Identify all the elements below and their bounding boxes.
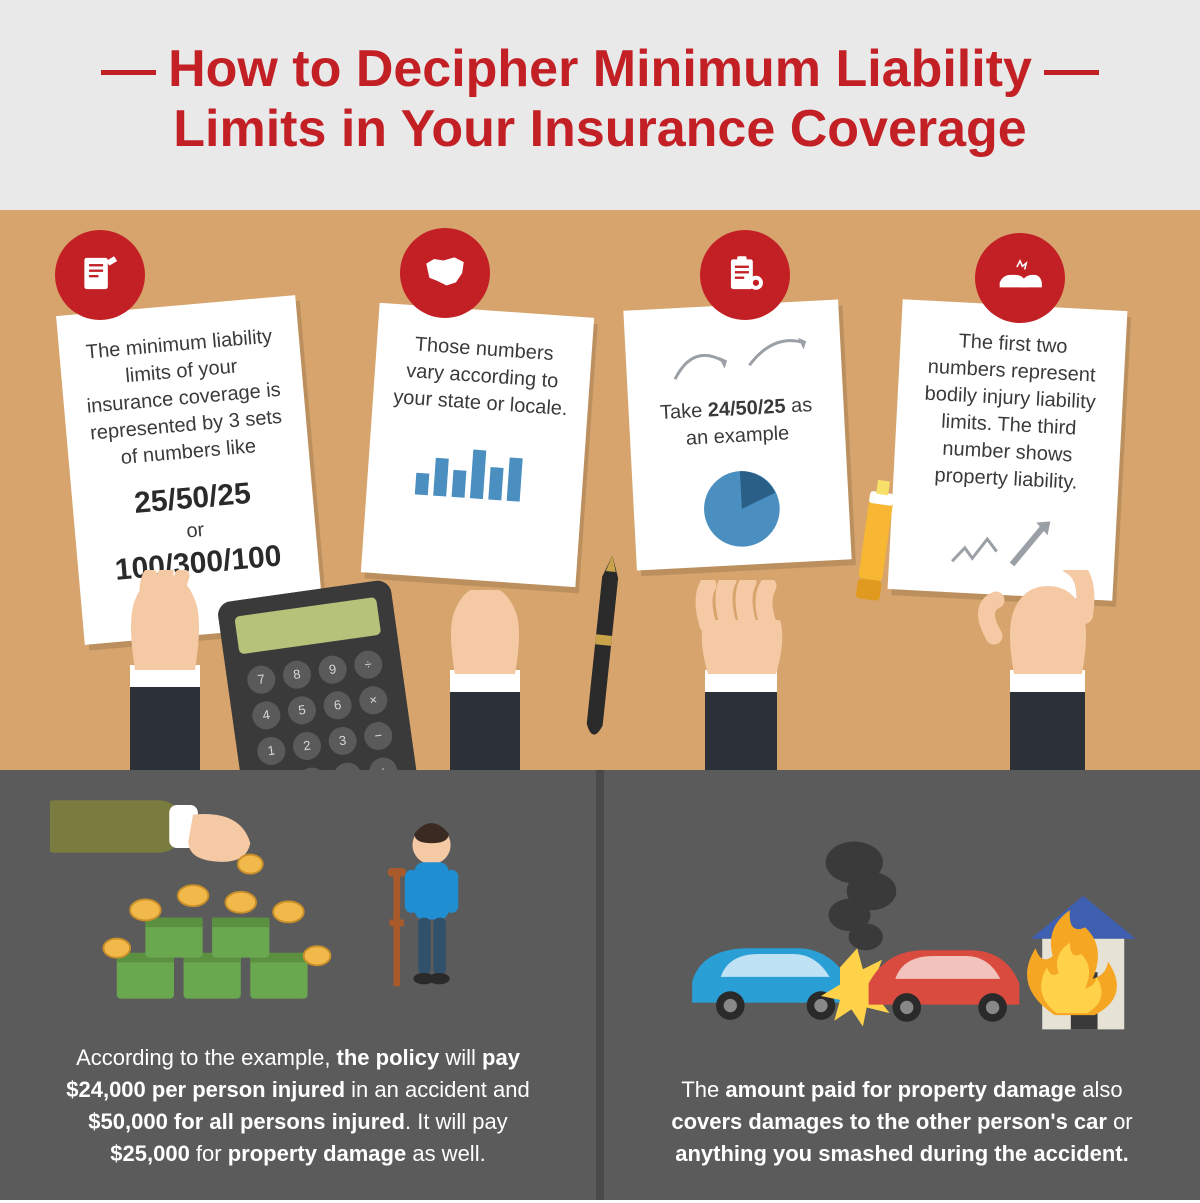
bottom-right: The amount paid for property damage also… [604, 770, 1200, 1200]
bl-b1: the policy [337, 1045, 440, 1070]
arrows-icon [652, 327, 815, 395]
desk-area: The minimum liability limits of your ins… [0, 210, 1200, 770]
hand-1-icon [90, 570, 240, 770]
usa-map-icon [400, 228, 490, 318]
document-pen-icon [55, 230, 145, 320]
title-line1: How to Decipher Minimum Liability [168, 40, 1032, 98]
title-dash-right [1044, 70, 1099, 75]
br-m1: also [1076, 1077, 1122, 1102]
car-crash-icon [975, 233, 1065, 323]
br-m2: or [1107, 1109, 1133, 1134]
br-b2: covers damages to the other person's car [671, 1109, 1107, 1134]
bottom-left: According to the example, the policy wil… [0, 770, 596, 1200]
br-b1: amount paid for property damage [725, 1077, 1076, 1102]
bottom-divider [596, 770, 604, 1200]
hand-3-icon [660, 580, 820, 770]
card-3-pre: Take [659, 399, 708, 423]
bl-m1: will [439, 1045, 482, 1070]
card-4: The first two numbers represent bodily i… [888, 299, 1128, 600]
highlighter-icon [846, 477, 904, 611]
hand-2-icon [410, 590, 560, 770]
card-2-text: Those numbers vary according to your sta… [392, 330, 572, 423]
bottom-right-text: The amount paid for property damage also… [654, 1074, 1150, 1170]
pen-icon [580, 554, 625, 755]
clipboard-gear-icon [700, 230, 790, 320]
hand-4-icon [940, 570, 1140, 770]
page-title: How to Decipher Minimum Liability Limits… [60, 40, 1140, 160]
card-3: Take 24/50/25 as an example [623, 299, 851, 570]
bl-pre: According to the example, [76, 1045, 336, 1070]
br-pre: The [681, 1077, 725, 1102]
bl-b5: property damage [228, 1141, 407, 1166]
crash-house-illustration [654, 819, 1150, 1049]
money-injury-illustration [50, 793, 546, 1017]
bottom-left-text: According to the example, the policy wil… [50, 1042, 546, 1170]
bl-b3: $50,000 for all persons injured [88, 1109, 405, 1134]
bar-chart-icon [409, 434, 543, 508]
br-b3: anything you smashed during the accident… [675, 1141, 1129, 1166]
bl-post: as well. [406, 1141, 485, 1166]
title-dash-left [101, 70, 156, 75]
card-3-bold: 24/50/25 [707, 395, 786, 421]
header: How to Decipher Minimum Liability Limits… [0, 0, 1200, 210]
title-line2: Limits in Your Insurance Coverage [173, 100, 1026, 158]
card-2: Those numbers vary according to your sta… [361, 302, 594, 586]
bottom-area: According to the example, the policy wil… [0, 770, 1200, 1200]
pie-chart-icon [694, 461, 789, 556]
bl-m3: . It will pay [405, 1109, 508, 1134]
card-1-text: The minimum liability limits of your ins… [78, 322, 289, 474]
calculator-icon: 789÷ 456× 123− 0.=+ [216, 578, 419, 769]
card-4-text: The first two numbers represent bodily i… [913, 326, 1106, 497]
card-3-text: Take 24/50/25 as an example [648, 391, 826, 454]
bl-b4: $25,000 [110, 1141, 190, 1166]
bl-m2: in an accident and [345, 1077, 530, 1102]
bl-m4: for [190, 1141, 228, 1166]
